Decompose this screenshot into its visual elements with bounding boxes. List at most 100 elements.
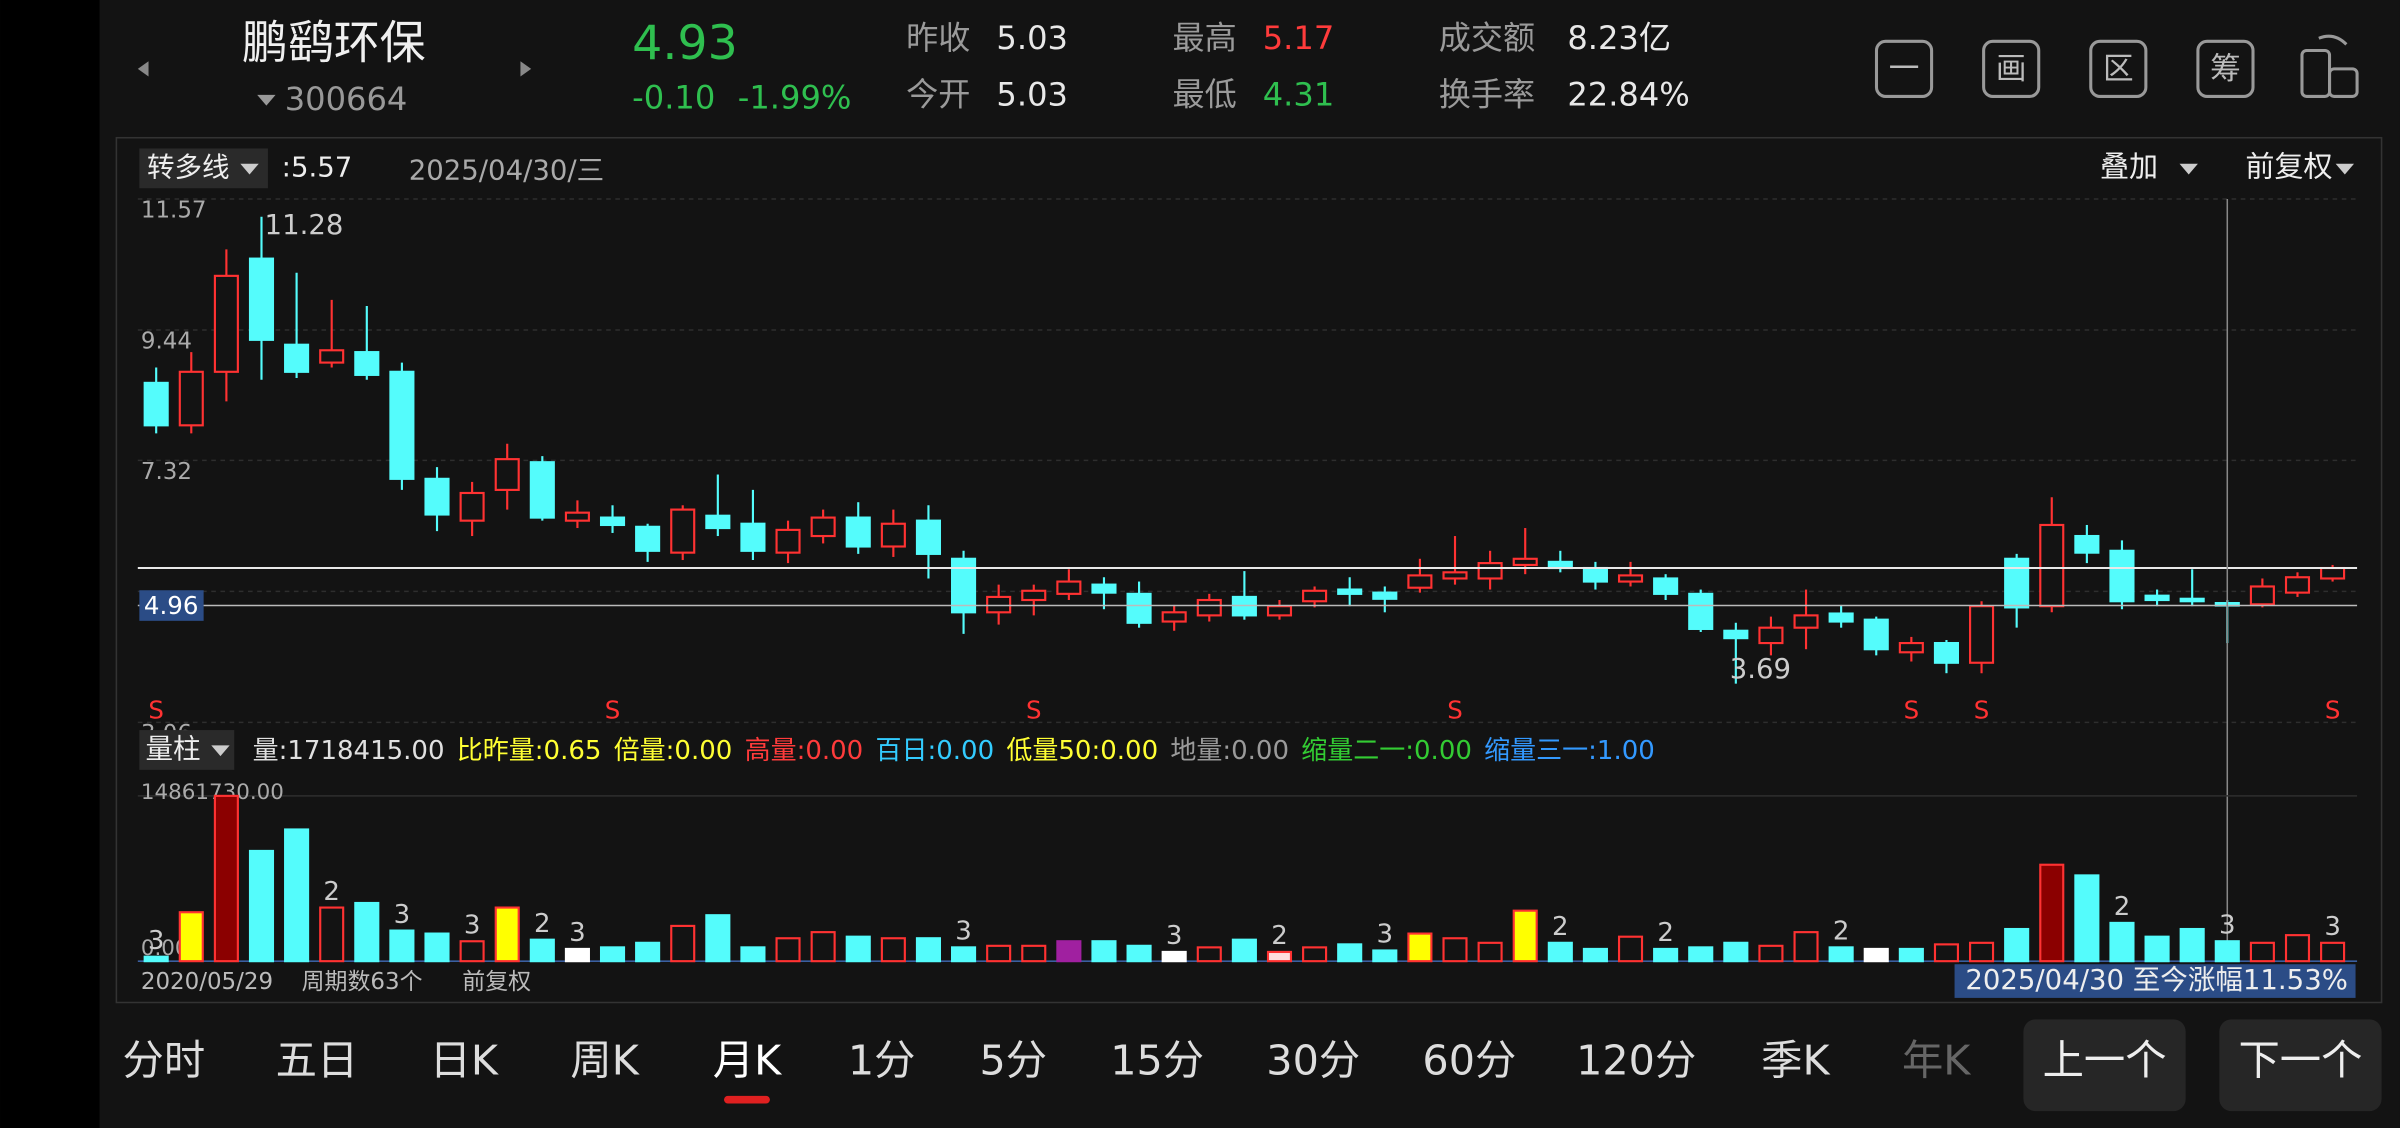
tab-underline <box>724 1095 770 1104</box>
signal: S <box>605 696 621 725</box>
tool-button[interactable] <box>1982 39 2041 98</box>
stock-name: 鹏鹞环保 <box>242 15 426 69</box>
candle-body <box>319 349 345 364</box>
left-strip <box>0 0 100 1128</box>
volume-bar <box>670 924 696 963</box>
tab[interactable]: 日K <box>430 1037 499 1085</box>
candle-body <box>1021 589 1047 602</box>
tool-button[interactable] <box>1874 39 1934 98</box>
signal: S <box>1026 696 1042 725</box>
volume-bar <box>1512 909 1538 963</box>
candle-body <box>740 522 766 552</box>
indicator-label: 缩量三一: <box>1484 736 1597 766</box>
tab[interactable]: 分时 <box>123 1037 206 1085</box>
next-arrow[interactable] <box>520 61 532 77</box>
candle-body <box>1091 583 1117 594</box>
volume-bar <box>2109 921 2135 963</box>
tool-label: 筹 <box>2210 52 2241 87</box>
volume-bar <box>1161 950 1187 963</box>
volume-tick-label: 14861730.00 <box>141 780 284 805</box>
volume-mark: 3 <box>1166 921 1183 951</box>
nav-button-label: 上一个 <box>2043 1037 2167 1085</box>
overlay: 叠加 <box>2100 149 2158 183</box>
indicator-label: 量: <box>253 736 288 766</box>
volume-bar <box>1828 946 1854 963</box>
tab[interactable]: 月K <box>713 1037 782 1085</box>
tool-label: 画 <box>1996 52 2027 87</box>
candle-body <box>635 525 661 552</box>
indicator-label: 低量50: <box>1006 736 1100 766</box>
candle-body <box>424 477 450 516</box>
tab[interactable]: 季K <box>1761 1037 1830 1085</box>
volume-bar <box>1231 938 1257 963</box>
candle-body <box>1723 629 1749 640</box>
volume-bar <box>880 937 906 963</box>
volume-bar <box>1091 940 1117 963</box>
tab[interactable]: 5分 <box>979 1037 1047 1085</box>
tab[interactable]: 1分 <box>848 1037 916 1085</box>
phone-icon[interactable] <box>2300 34 2359 98</box>
tool-button[interactable] <box>2089 39 2148 98</box>
nav-button[interactable] <box>2023 1019 2186 1112</box>
volume-bar <box>178 911 204 963</box>
volume-bar <box>986 944 1012 963</box>
periods: 周期数63个 <box>302 969 423 995</box>
candle-body <box>178 370 204 427</box>
volume-bar <box>599 946 626 963</box>
candle-body <box>1302 589 1328 603</box>
volume-bar <box>564 947 590 963</box>
indicator-label: 缩量二一: <box>1301 736 1414 766</box>
tab[interactable]: 15分 <box>1110 1037 1204 1085</box>
volume-bar <box>1617 935 1644 963</box>
volume-bar <box>810 931 836 963</box>
indicator-label: 百日: <box>875 736 936 766</box>
candle-body <box>213 274 239 373</box>
tab[interactable]: 五日 <box>276 1037 359 1085</box>
volume-bar <box>1021 944 1047 963</box>
change: -0.10 <box>632 78 715 116</box>
volume-mark: 3 <box>2324 912 2341 942</box>
volume-bar <box>1688 946 1714 963</box>
candle-body <box>1758 626 1784 645</box>
overlay-caret <box>2179 163 2198 175</box>
tool-button[interactable] <box>2196 39 2255 98</box>
nav-button[interactable] <box>2219 1019 2382 1112</box>
volume-bar <box>1723 941 1749 963</box>
signal: S <box>148 696 164 725</box>
volume-bar <box>1302 946 1328 963</box>
candle-body <box>143 381 169 427</box>
tab[interactable]: 60分 <box>1422 1037 1516 1085</box>
volume-bar <box>2039 863 2065 963</box>
candle-body <box>1617 574 1644 583</box>
tab[interactable]: 30分 <box>1266 1037 1360 1085</box>
start-date: 2020/05/29 <box>141 969 273 995</box>
volume-mark: 2 <box>323 877 340 907</box>
candle-body <box>1653 577 1679 595</box>
selector: 量柱 <box>145 733 200 765</box>
price: 4.93 <box>632 16 738 71</box>
volume-bar <box>1793 931 1819 963</box>
tab[interactable]: 年K <box>1902 1037 1971 1085</box>
stat-value: 22.84% <box>1567 75 1690 113</box>
volume-mark: 3 <box>569 918 586 948</box>
stat-value: 8.23亿 <box>1567 19 1671 57</box>
indicator-name: 转多线 <box>147 151 230 183</box>
candle-body <box>1337 588 1363 595</box>
candle-body <box>2179 597 2205 603</box>
volume-mark: 3 <box>1377 920 1394 950</box>
volume-bar <box>529 938 555 963</box>
chart-frame <box>115 136 2383 1004</box>
tab[interactable]: 120分 <box>1576 1037 1696 1085</box>
volume-bar <box>424 932 450 963</box>
volume-bar <box>2249 941 2275 963</box>
prev-arrow[interactable] <box>137 61 149 77</box>
volume-mark: 3 <box>955 917 972 947</box>
volume-bar <box>284 828 310 963</box>
tab[interactable]: 周K <box>570 1037 639 1085</box>
volume-mark: 3 <box>464 910 481 940</box>
indicator-value: 0.00 <box>1414 736 1472 766</box>
volume-bar <box>494 906 520 963</box>
volume-bar <box>2320 941 2346 963</box>
volume-mark: 3 <box>394 900 411 930</box>
